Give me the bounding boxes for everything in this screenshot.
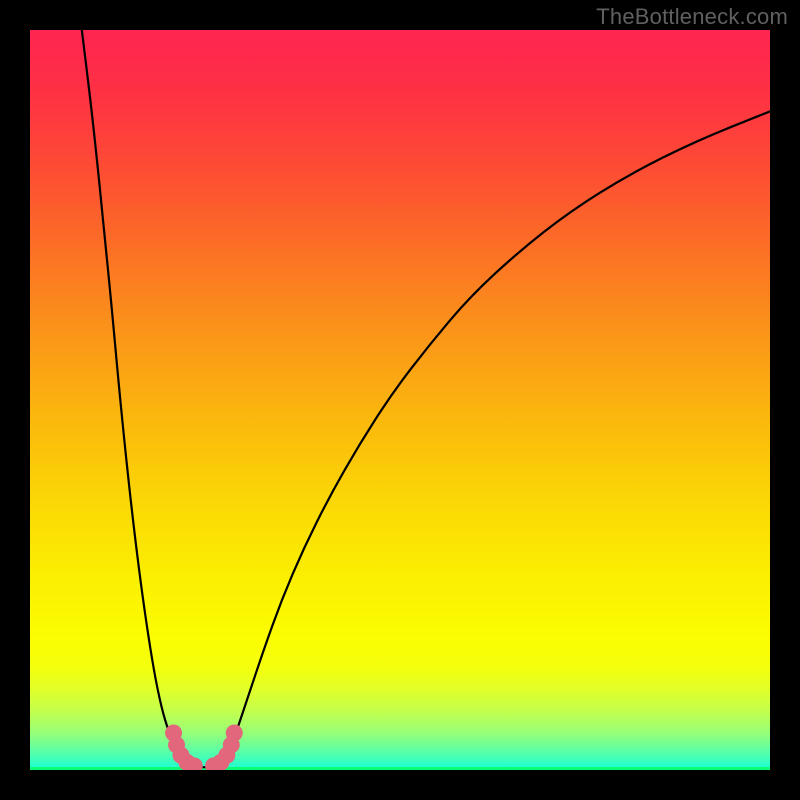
chart-frame: TheBottleneck.com [0, 0, 800, 800]
valley-marker [226, 725, 243, 742]
plot-svg [30, 30, 770, 770]
green-baseline [30, 767, 770, 770]
plot-area [30, 30, 770, 770]
gradient-background [30, 30, 770, 770]
watermark-text: TheBottleneck.com [596, 4, 788, 30]
